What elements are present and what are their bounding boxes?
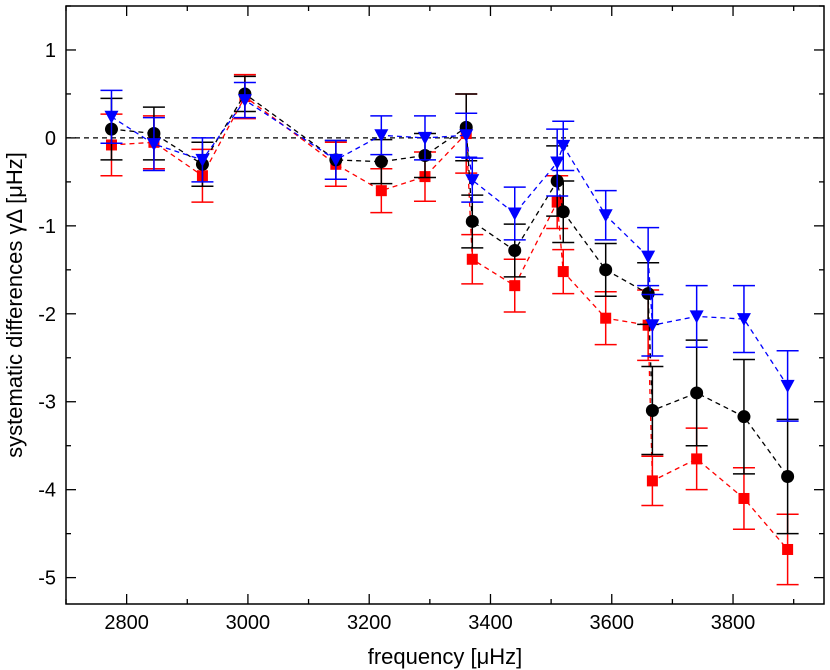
y-tick-label: 1 [45, 40, 56, 62]
x-tick-label: 3000 [226, 612, 271, 634]
black-circles-point [556, 205, 570, 219]
red-squares-dashed-line [111, 95, 789, 550]
x-tick-label: 3400 [468, 612, 513, 634]
y-tick-label: -3 [38, 392, 56, 414]
axis-layer: 2800 3000 3200 3400 3600 3800 1 0 -1 -2 -3 -4 -5 [38, 5, 824, 634]
blue-triangles-point [736, 313, 751, 327]
red-squares-point [738, 492, 750, 504]
black-circles-point [641, 287, 655, 301]
y-tick-label: -2 [38, 304, 56, 326]
blue-triangles-point [780, 379, 795, 393]
black-circles-series [100, 75, 799, 535]
black-circles-point [599, 263, 613, 277]
black-circles-point [690, 386, 704, 400]
red-squares-point [557, 266, 569, 278]
blue-triangles-point [550, 156, 565, 170]
blue-triangles-point [556, 139, 571, 153]
blue-triangles-series [100, 81, 799, 422]
blue-triangles-point [507, 207, 522, 221]
black-circles-point [737, 410, 751, 424]
x-tick-label: 3800 [711, 612, 756, 634]
y-axis-title: systematic differences γΔ [μHz] [2, 152, 27, 458]
red-squares-point [600, 312, 612, 324]
black-circles-point [374, 155, 388, 169]
black-circles-point [645, 404, 659, 418]
red-squares-point [782, 543, 794, 555]
y-tick-label: -1 [38, 216, 56, 238]
blue-triangles-point [104, 110, 119, 124]
x-tick-label: 2800 [104, 612, 149, 634]
black-circles-point [465, 214, 479, 228]
blue-triangles-point [374, 129, 389, 143]
blue-triangles-point [459, 129, 474, 143]
plot-frame [65, 5, 825, 605]
red-squares-series [100, 73, 799, 586]
red-squares-point [691, 453, 703, 465]
red-squares-point [642, 319, 654, 331]
red-squares-point [646, 475, 658, 487]
black-circles-point [781, 469, 795, 483]
blue-triangles-point [237, 94, 252, 108]
x-tick-label: 3600 [590, 612, 635, 634]
red-squares-point [466, 253, 478, 265]
blue-triangles-point [641, 250, 656, 264]
blue-triangles-point [645, 319, 660, 333]
y-tick-label: -4 [38, 480, 56, 502]
blue-triangles-point [598, 209, 613, 223]
red-squares-point [509, 280, 521, 292]
x-tick-label: 3200 [347, 612, 392, 634]
blue-triangles-dashed-line [111, 99, 789, 387]
y-tick-label: -5 [38, 568, 56, 590]
blue-triangles-point [195, 153, 210, 167]
blue-triangles-point [146, 138, 161, 152]
blue-triangles-point [328, 153, 343, 167]
red-squares-point [375, 185, 387, 197]
series-layer [100, 73, 799, 586]
blue-triangles-point [689, 310, 704, 324]
blue-triangles-point [465, 174, 480, 188]
blue-triangles-point [417, 131, 432, 145]
black-circles-dashed-line [111, 92, 789, 477]
y-tick-label: 0 [45, 128, 56, 150]
x-axis-title: frequency [μHz] [368, 644, 523, 669]
black-circles-point [508, 243, 522, 257]
